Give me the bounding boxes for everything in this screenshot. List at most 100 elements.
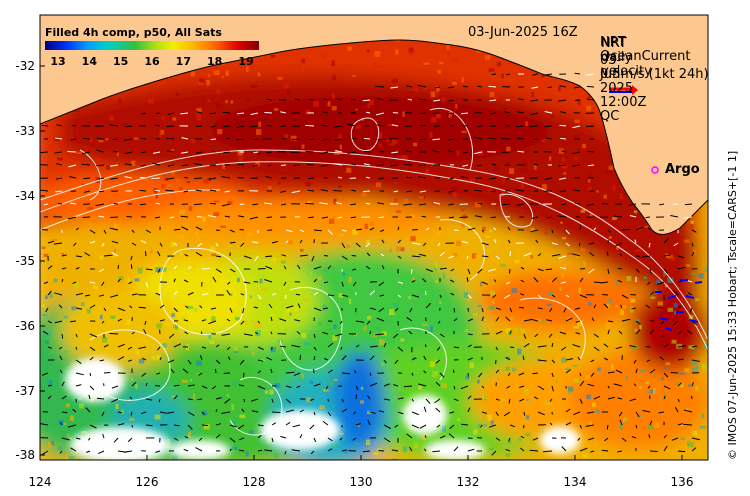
sst-pixel bbox=[477, 304, 483, 308]
sst-pixel bbox=[86, 308, 91, 314]
sst-pixel bbox=[514, 260, 520, 264]
velocity-vector bbox=[618, 330, 623, 335]
sst-pixel bbox=[665, 362, 671, 366]
sst-pixel bbox=[101, 336, 108, 343]
velocity-vector bbox=[96, 397, 105, 400]
velocity-vector bbox=[45, 307, 49, 313]
velocity-vector bbox=[102, 433, 105, 439]
sst-pixel bbox=[233, 296, 237, 301]
sst-pixel bbox=[395, 210, 402, 213]
sst-pixel bbox=[239, 383, 245, 386]
sst-pixel bbox=[114, 224, 118, 228]
sst-pixel bbox=[434, 268, 437, 272]
sst-pixel bbox=[586, 394, 591, 400]
velocity-vector bbox=[266, 151, 273, 154]
velocity-vector bbox=[144, 251, 147, 257]
sst-pixel bbox=[208, 74, 211, 78]
sst-pixel bbox=[574, 378, 580, 383]
sst-pixel bbox=[352, 229, 358, 235]
velocity-vector bbox=[488, 424, 497, 428]
sst-pixel bbox=[432, 371, 439, 378]
sst-pixel bbox=[502, 179, 505, 184]
sst-pixel bbox=[612, 185, 616, 192]
velocity-vector bbox=[362, 99, 371, 102]
velocity-vector bbox=[663, 395, 666, 400]
velocity-vector bbox=[383, 437, 391, 443]
velocity-vector bbox=[350, 203, 357, 206]
sst-pixel bbox=[634, 328, 638, 332]
velocity-vector bbox=[523, 333, 527, 339]
velocity-vector bbox=[423, 406, 427, 413]
sst-pixel bbox=[561, 157, 566, 162]
velocity-vector bbox=[406, 85, 413, 88]
velocity-vector bbox=[378, 216, 385, 219]
velocity-vector bbox=[145, 398, 153, 401]
velocity-vector bbox=[309, 424, 315, 430]
sst-pixel bbox=[248, 185, 253, 188]
velocity-vector bbox=[677, 358, 684, 361]
velocity-vector bbox=[502, 203, 511, 206]
sst-pixel bbox=[394, 181, 397, 185]
velocity-vector bbox=[351, 99, 357, 101]
velocity-vector bbox=[313, 229, 322, 232]
velocity-vector bbox=[615, 346, 623, 350]
sst-pixel bbox=[413, 142, 418, 147]
velocity-vector bbox=[439, 267, 447, 270]
velocity-vector bbox=[215, 242, 219, 247]
sst-pixel bbox=[526, 415, 530, 420]
velocity-vector bbox=[635, 424, 638, 429]
velocity-vector bbox=[215, 423, 221, 426]
velocity-vector bbox=[281, 254, 287, 257]
velocity-vector bbox=[520, 435, 525, 439]
sst-pixel bbox=[493, 166, 500, 171]
velocity-vector bbox=[434, 398, 441, 404]
velocity-vector bbox=[352, 437, 357, 441]
velocity-vector bbox=[389, 164, 399, 167]
velocity-vector bbox=[453, 398, 459, 402]
velocity-vector bbox=[271, 437, 274, 443]
velocity-vector bbox=[75, 307, 83, 310]
velocity-vector bbox=[435, 407, 441, 413]
velocity-vector bbox=[307, 189, 315, 192]
argo-marker[interactable] bbox=[651, 166, 659, 174]
sst-pixel bbox=[588, 186, 592, 192]
sst-pixel bbox=[306, 397, 311, 403]
velocity-vector bbox=[453, 229, 459, 231]
x-tick-label: 124 bbox=[29, 475, 52, 489]
velocity-vector bbox=[229, 448, 232, 452]
velocity-vector bbox=[551, 254, 561, 257]
velocity-vector bbox=[201, 424, 208, 426]
sst-pixel bbox=[644, 225, 651, 228]
velocity-vector bbox=[448, 433, 455, 439]
velocity-vector bbox=[607, 385, 610, 389]
velocity-vector bbox=[181, 226, 189, 231]
velocity-vector bbox=[257, 434, 262, 439]
sst-pixel bbox=[281, 184, 286, 188]
velocity-vector bbox=[586, 125, 595, 127]
velocity-vector bbox=[250, 112, 259, 116]
y-tick-label: -34 bbox=[15, 189, 35, 203]
velocity-vector bbox=[271, 240, 279, 244]
velocity-vector bbox=[631, 307, 637, 310]
sst-pixel bbox=[560, 221, 563, 224]
sst-pixel bbox=[551, 115, 554, 119]
sst-pixel bbox=[113, 248, 117, 253]
sst-pixel bbox=[664, 366, 668, 370]
velocity-vector bbox=[381, 265, 385, 270]
velocity-vector bbox=[518, 98, 525, 101]
sst-pixel bbox=[645, 381, 650, 384]
sst-pixel bbox=[583, 261, 586, 266]
sst-pixel bbox=[99, 255, 104, 260]
sst-pixel bbox=[274, 383, 281, 389]
velocity-vector bbox=[212, 276, 217, 283]
velocity-vector bbox=[251, 241, 259, 244]
velocity-vector bbox=[283, 281, 287, 286]
sst-pixel bbox=[477, 150, 484, 156]
sst-pixel bbox=[333, 443, 337, 448]
velocity-vector bbox=[112, 138, 119, 141]
sst-pixel bbox=[127, 188, 131, 193]
velocity-vector bbox=[493, 227, 497, 231]
velocity-vector bbox=[621, 229, 631, 231]
velocity-vector bbox=[481, 385, 485, 389]
velocity-vector bbox=[313, 383, 321, 387]
